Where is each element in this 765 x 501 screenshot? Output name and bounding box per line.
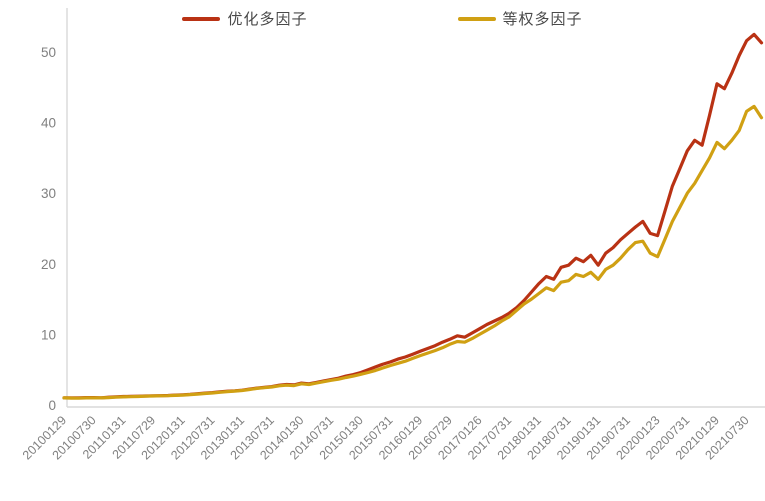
series-line-equalweight [62, 104, 764, 400]
legend-label-optimized: 优化多因子 [227, 11, 308, 28]
legend: 优化多因子 等权多因子 [0, 8, 765, 29]
legend-item-optimized-multifactor: 优化多因子 [182, 8, 307, 29]
legend-label-equalweight: 等权多因子 [502, 11, 583, 28]
y-tick-label: 10 [41, 327, 56, 342]
y-tick-label: 40 [41, 116, 56, 131]
legend-item-equalweight-multifactor: 等权多因子 [457, 8, 583, 29]
legend-swatch-optimized-line [182, 16, 221, 21]
y-tick-label: 20 [41, 257, 56, 272]
series-line-optimized [62, 32, 764, 400]
y-tick-label: 0 [48, 398, 56, 413]
y-tick-label: 50 [41, 45, 56, 60]
y-tick-label: 30 [41, 186, 56, 201]
legend-swatch-equalweight-line [457, 16, 496, 21]
